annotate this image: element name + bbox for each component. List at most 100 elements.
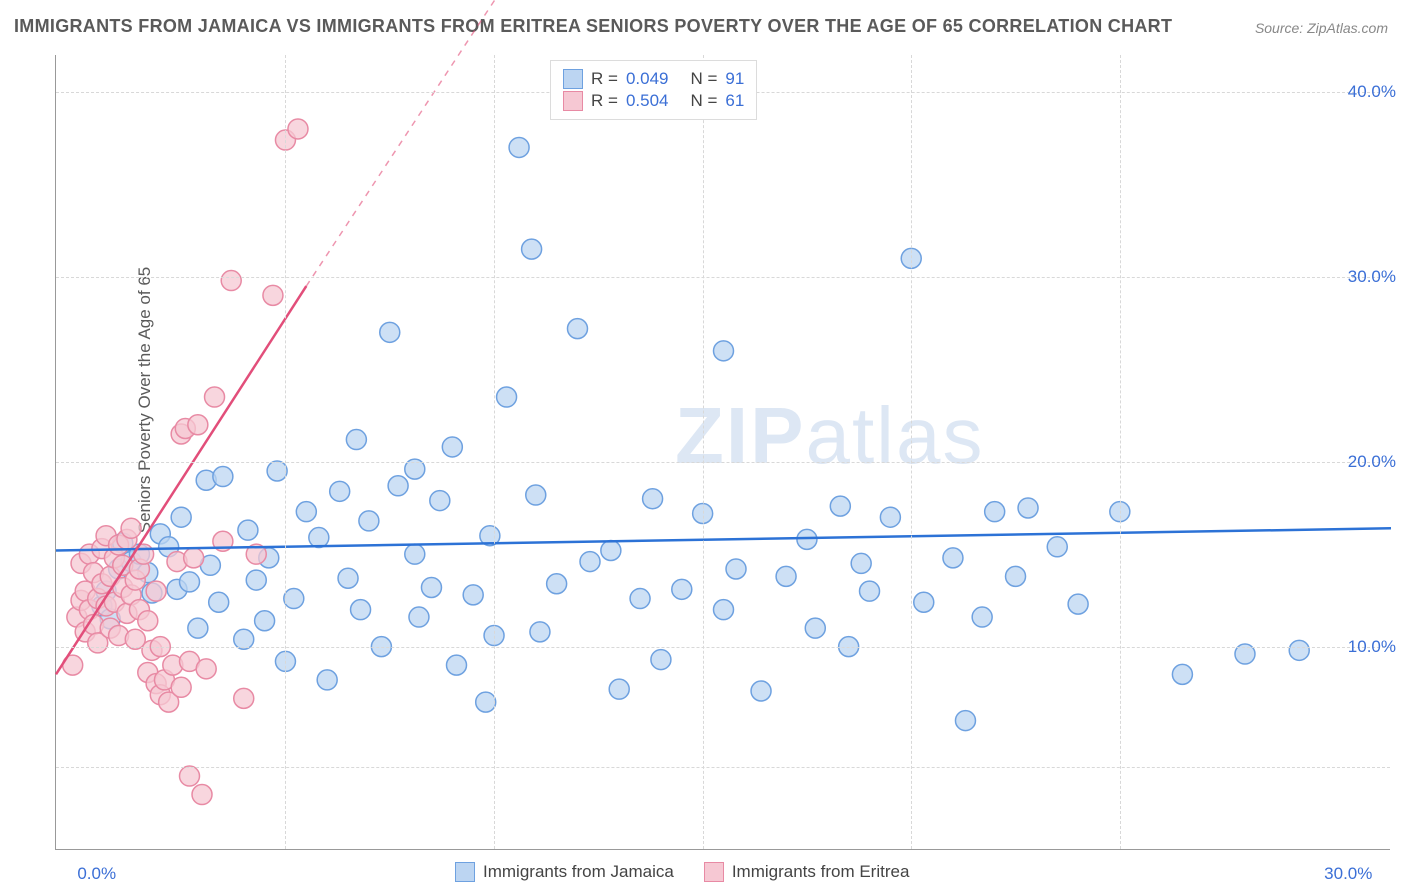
data-point-jamaica: [346, 430, 366, 450]
data-point-jamaica: [351, 600, 371, 620]
scatter-svg: [56, 55, 1390, 849]
data-point-jamaica: [567, 319, 587, 339]
data-point-jamaica: [955, 711, 975, 731]
data-point-jamaica: [1289, 640, 1309, 660]
data-point-eritrea: [121, 518, 141, 538]
gridline-h: [56, 647, 1390, 648]
data-point-eritrea: [205, 387, 225, 407]
y-tick-label: 20.0%: [1348, 452, 1396, 472]
data-point-jamaica: [1172, 664, 1192, 684]
data-point-jamaica: [530, 622, 550, 642]
data-point-jamaica: [405, 544, 425, 564]
data-point-eritrea: [221, 271, 241, 291]
data-point-jamaica: [497, 387, 517, 407]
data-point-jamaica: [580, 552, 600, 572]
data-point-eritrea: [188, 415, 208, 435]
data-point-jamaica: [209, 592, 229, 612]
legend-row: R = 0.049 N = 91: [563, 69, 744, 89]
data-point-jamaica: [851, 553, 871, 573]
legend-row: R = 0.504 N = 61: [563, 91, 744, 111]
y-tick-label: 40.0%: [1348, 82, 1396, 102]
data-point-eritrea: [171, 677, 191, 697]
gridline-v: [285, 55, 286, 849]
data-point-jamaica: [1018, 498, 1038, 518]
data-point-eritrea: [196, 659, 216, 679]
data-point-jamaica: [726, 559, 746, 579]
legend-item: Immigrants from Eritrea: [704, 862, 910, 882]
legend-r-value: 0.049: [626, 69, 669, 89]
data-point-jamaica: [776, 566, 796, 586]
data-point-jamaica: [1047, 537, 1067, 557]
legend-n-label: N =: [690, 69, 717, 89]
data-point-jamaica: [409, 607, 429, 627]
data-point-jamaica: [1068, 594, 1088, 614]
x-tick-label: 30.0%: [1324, 864, 1372, 884]
legend-swatch: [455, 862, 475, 882]
data-point-jamaica: [672, 579, 692, 599]
series-legend: Immigrants from Jamaica Immigrants from E…: [455, 862, 909, 882]
data-point-jamaica: [359, 511, 379, 531]
data-point-jamaica: [880, 507, 900, 527]
legend-n-label: N =: [690, 91, 717, 111]
legend-swatch: [704, 862, 724, 882]
data-point-jamaica: [180, 572, 200, 592]
correlation-legend: R = 0.049 N = 91 R = 0.504 N = 61: [550, 60, 757, 120]
data-point-jamaica: [463, 585, 483, 605]
gridline-h: [56, 277, 1390, 278]
data-point-jamaica: [267, 461, 287, 481]
gridline-v: [703, 55, 704, 849]
data-point-jamaica: [246, 570, 266, 590]
legend-n-value: 91: [725, 69, 744, 89]
data-point-jamaica: [643, 489, 663, 509]
data-point-jamaica: [296, 502, 316, 522]
gridline-h: [56, 767, 1390, 768]
legend-n-value: 61: [725, 91, 744, 111]
legend-label: Immigrants from Eritrea: [732, 862, 910, 882]
data-point-eritrea: [192, 785, 212, 805]
legend-item: Immigrants from Jamaica: [455, 862, 674, 882]
gridline-v: [1120, 55, 1121, 849]
data-point-jamaica: [526, 485, 546, 505]
data-point-jamaica: [255, 611, 275, 631]
plot-area: ZIPatlas: [55, 55, 1390, 850]
data-point-jamaica: [714, 600, 734, 620]
gridline-v: [494, 55, 495, 849]
legend-swatch: [563, 69, 583, 89]
data-point-jamaica: [338, 568, 358, 588]
data-point-jamaica: [388, 476, 408, 496]
data-point-jamaica: [1006, 566, 1026, 586]
data-point-jamaica: [943, 548, 963, 568]
data-point-jamaica: [830, 496, 850, 516]
data-point-jamaica: [630, 589, 650, 609]
data-point-jamaica: [914, 592, 934, 612]
data-point-jamaica: [447, 655, 467, 675]
chart-title: IMMIGRANTS FROM JAMAICA VS IMMIGRANTS FR…: [14, 16, 1172, 37]
data-point-jamaica: [421, 577, 441, 597]
gridline-h: [56, 462, 1390, 463]
data-point-jamaica: [213, 467, 233, 487]
legend-r-label: R =: [591, 91, 618, 111]
data-point-jamaica: [330, 481, 350, 501]
data-point-eritrea: [288, 119, 308, 139]
data-point-jamaica: [985, 502, 1005, 522]
gridline-v: [911, 55, 912, 849]
data-point-jamaica: [714, 341, 734, 361]
data-point-jamaica: [238, 520, 258, 540]
legend-label: Immigrants from Jamaica: [483, 862, 674, 882]
data-point-jamaica: [476, 692, 496, 712]
data-point-jamaica: [284, 589, 304, 609]
data-point-jamaica: [522, 239, 542, 259]
data-point-jamaica: [309, 528, 329, 548]
data-point-eritrea: [146, 581, 166, 601]
source-label: Source: ZipAtlas.com: [1255, 20, 1388, 36]
y-tick-label: 30.0%: [1348, 267, 1396, 287]
data-point-jamaica: [860, 581, 880, 601]
trend-line-dashed-eritrea: [306, 0, 531, 286]
data-point-jamaica: [188, 618, 208, 638]
legend-r-value: 0.504: [626, 91, 669, 111]
data-point-jamaica: [651, 650, 671, 670]
x-tick-label: 0.0%: [77, 864, 116, 884]
data-point-jamaica: [430, 491, 450, 511]
data-point-eritrea: [184, 548, 204, 568]
data-point-jamaica: [317, 670, 337, 690]
